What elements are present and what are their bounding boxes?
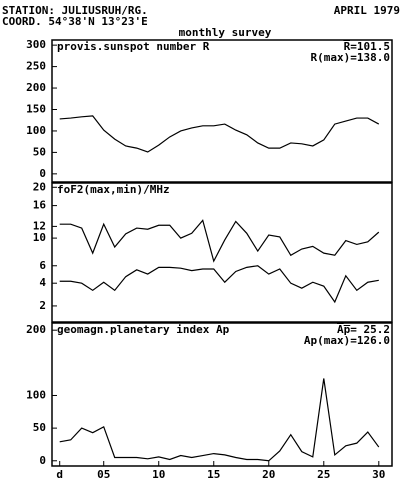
y-tick-label: 6 <box>39 259 46 272</box>
x-tick-label: 15 <box>207 468 220 480</box>
panel-title: provis.sunspot number R <box>57 40 210 53</box>
y-tick-label: 50 <box>33 145 46 158</box>
data-line <box>59 219 380 263</box>
y-tick-label: 12 <box>33 219 46 232</box>
station: STATION: JULIUSRUH/RG. <box>2 4 148 17</box>
x-tick-label: 20 <box>262 468 275 480</box>
panel-title: geomagn.planetary index Ap <box>57 323 230 336</box>
panel-frame <box>51 182 393 323</box>
y-tick-label: 2 <box>39 299 46 312</box>
y-tick-label: 16 <box>33 199 47 212</box>
y-tick-label: 50 <box>33 421 46 434</box>
annotation: Ap(max)=126.0 <box>304 334 390 347</box>
x-tick-label: 05 <box>97 468 110 480</box>
subtitle: monthly survey <box>179 26 272 39</box>
y-tick-label: 100 <box>26 124 46 137</box>
y-tick-label: 200 <box>26 323 46 336</box>
x-tick-label: 30 <box>372 468 385 480</box>
data-line <box>59 265 379 304</box>
y-tick-label: 0 <box>39 167 46 180</box>
coord: COORD. 54°38'N 13°23'E <box>2 15 148 28</box>
annotation: R(max)=138.0 <box>311 51 390 64</box>
y-tick-label: 200 <box>26 81 46 94</box>
annotation: R̅=101.5 <box>343 40 390 53</box>
x-tick-label: d <box>56 468 63 480</box>
y-tick-label: 10 <box>33 231 46 244</box>
y-tick-label: 150 <box>26 102 46 115</box>
y-tick-label: 20 <box>33 180 46 193</box>
y-tick-label: 4 <box>39 276 46 289</box>
annotation: A̅p̅= 25.2 <box>337 323 390 336</box>
x-tick-label: 25 <box>317 468 330 480</box>
panel-frame <box>51 39 393 183</box>
y-tick-label: 300 <box>26 38 46 51</box>
data-line <box>59 115 380 153</box>
y-tick-label: 0 <box>39 454 46 467</box>
data-line <box>59 378 380 462</box>
y-tick-label: 100 <box>26 388 46 401</box>
panel-frame <box>51 322 393 467</box>
x-tick-label: 10 <box>152 468 165 480</box>
date: APRIL 1979 <box>334 4 400 17</box>
panel-title: foF2(max,min)/MHz <box>57 183 170 196</box>
y-tick-label: 250 <box>26 60 46 73</box>
